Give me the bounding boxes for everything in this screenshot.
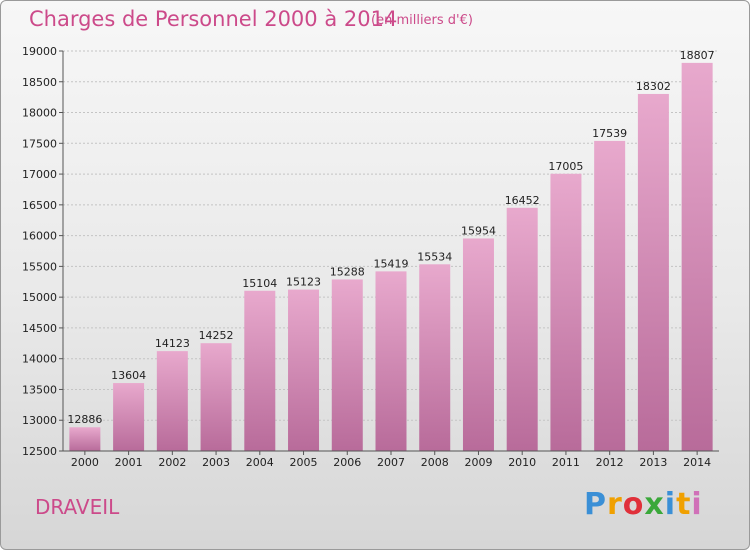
proxiti-logo: Proxiti bbox=[584, 487, 703, 522]
bar bbox=[244, 290, 276, 451]
x-tick-label: 2010 bbox=[508, 456, 536, 469]
logo-letter: i bbox=[691, 487, 703, 522]
bar-value-label: 12886 bbox=[67, 413, 102, 426]
x-tick-label: 2008 bbox=[421, 456, 449, 469]
bar-value-label: 16452 bbox=[505, 194, 540, 207]
y-tick-label: 13000 bbox=[22, 414, 57, 427]
y-tick-label: 18500 bbox=[22, 76, 57, 89]
x-tick-label: 2002 bbox=[158, 456, 186, 469]
y-tick-label: 14500 bbox=[22, 322, 57, 335]
y-tick-label: 18000 bbox=[22, 107, 57, 120]
bar-value-label: 17005 bbox=[548, 160, 583, 173]
x-tick-label: 2005 bbox=[290, 456, 318, 469]
bar bbox=[200, 343, 232, 451]
x-tick-label: 2004 bbox=[246, 456, 274, 469]
bar-value-label: 15123 bbox=[286, 276, 321, 289]
bar-value-label: 15288 bbox=[330, 265, 365, 278]
bar bbox=[637, 93, 669, 451]
x-tick-label: 2000 bbox=[71, 456, 99, 469]
y-tick-label: 16500 bbox=[22, 199, 57, 212]
y-tick-label: 13500 bbox=[22, 383, 57, 396]
bar bbox=[331, 279, 363, 451]
x-tick-label: 2003 bbox=[202, 456, 230, 469]
bar bbox=[506, 207, 538, 451]
x-tick-label: 2011 bbox=[552, 456, 580, 469]
x-tick-label: 2013 bbox=[639, 456, 667, 469]
x-tick-label: 2007 bbox=[377, 456, 405, 469]
y-tick-label: 19000 bbox=[22, 45, 57, 58]
bar bbox=[375, 271, 407, 451]
city-name: DRAVEIL bbox=[35, 495, 120, 519]
bar-value-label: 18302 bbox=[636, 80, 671, 93]
chart-title: Charges de Personnel 2000 à 2014 bbox=[29, 7, 398, 31]
y-tick-label: 14000 bbox=[22, 353, 57, 366]
bar bbox=[594, 140, 626, 451]
x-tick-label: 2001 bbox=[115, 456, 143, 469]
bar bbox=[462, 238, 494, 451]
bar-value-label: 15104 bbox=[242, 277, 277, 290]
logo-letter: r bbox=[607, 487, 623, 522]
bar-value-label: 15954 bbox=[461, 224, 496, 237]
x-tick-label: 2012 bbox=[596, 456, 624, 469]
logo-letter: i bbox=[664, 487, 677, 522]
bar bbox=[69, 427, 101, 451]
y-tick-label: 16000 bbox=[22, 230, 57, 243]
y-tick-label: 15500 bbox=[22, 260, 57, 273]
bar-value-label: 15534 bbox=[417, 250, 452, 263]
bar bbox=[419, 264, 451, 451]
bar bbox=[288, 289, 320, 451]
bar bbox=[156, 351, 188, 451]
bar bbox=[113, 383, 145, 451]
chart-subtitle: (en milliers d'€) bbox=[371, 13, 473, 28]
bar-value-label: 13604 bbox=[111, 369, 146, 382]
bar-value-label: 17539 bbox=[592, 127, 627, 140]
logo-letter: t bbox=[676, 487, 692, 522]
y-tick-label: 15000 bbox=[22, 291, 57, 304]
bar bbox=[550, 173, 582, 451]
bar-value-label: 15419 bbox=[374, 257, 409, 270]
y-tick-label: 12500 bbox=[22, 445, 57, 458]
x-tick-label: 2014 bbox=[683, 456, 711, 469]
logo-letter: P bbox=[584, 487, 607, 522]
bar-value-label: 14123 bbox=[155, 337, 190, 350]
logo-letter: x bbox=[644, 487, 665, 522]
bar bbox=[681, 62, 713, 451]
x-tick-label: 2006 bbox=[333, 456, 361, 469]
x-tick-label: 2009 bbox=[464, 456, 492, 469]
y-tick-label: 17500 bbox=[22, 137, 57, 150]
y-tick-label: 17000 bbox=[22, 168, 57, 181]
bar-value-label: 14252 bbox=[199, 329, 234, 342]
logo-letter: o bbox=[622, 487, 645, 522]
bar-value-label: 18807 bbox=[680, 49, 715, 62]
